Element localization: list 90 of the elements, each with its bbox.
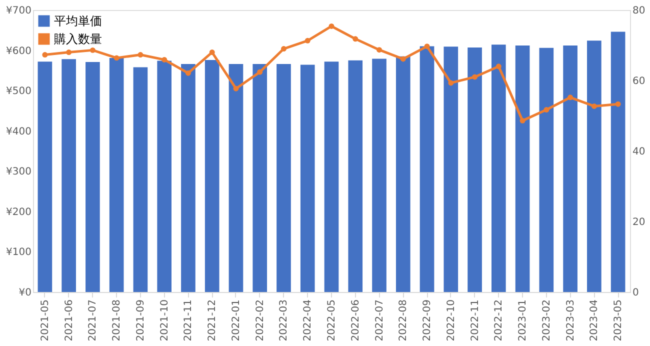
bar	[38, 62, 52, 292]
x-tick-label: 2023-05	[613, 300, 624, 342]
bar	[157, 60, 172, 292]
y-tick-label: ¥400	[6, 126, 32, 138]
x-tick-label: 2021-09	[135, 300, 146, 342]
point	[304, 38, 310, 44]
point	[281, 46, 286, 52]
bar	[610, 32, 626, 292]
y-tick-label: ¥700	[6, 6, 32, 16]
bar	[300, 64, 315, 292]
x-tick-label: 2022-11	[470, 300, 481, 342]
x-tick-label: 2023-02	[541, 300, 552, 342]
point	[162, 56, 168, 62]
point	[42, 52, 48, 58]
point	[472, 74, 478, 80]
x-tick-label: 2023-03	[565, 300, 576, 342]
bar	[62, 59, 76, 292]
point	[233, 86, 239, 92]
bar	[587, 40, 602, 292]
legend-label: 平均単価	[54, 14, 102, 28]
y-tick-label: ¥0	[18, 288, 32, 298]
legend-label: 購入数量	[54, 32, 102, 46]
point	[138, 52, 144, 58]
bar	[468, 47, 482, 292]
bar	[396, 56, 410, 292]
y2-tick-label: 80	[632, 6, 646, 16]
point	[496, 64, 502, 70]
point	[424, 44, 430, 50]
point	[568, 94, 574, 100]
point	[400, 56, 406, 62]
bar	[276, 64, 291, 292]
x-tick-label: 2022-09	[422, 300, 434, 342]
point	[352, 36, 358, 42]
bar	[252, 64, 268, 292]
point	[520, 118, 526, 124]
bar	[133, 67, 148, 292]
point	[328, 23, 334, 29]
point	[257, 69, 263, 75]
x-tick-label: 2021-11	[183, 300, 194, 342]
bar	[563, 45, 578, 292]
bar	[204, 60, 220, 292]
x-tick-label: 2023-04	[589, 300, 600, 342]
x-tick-label: 2021-12	[207, 300, 218, 342]
x-tick-label: 2022-03	[278, 300, 290, 342]
x-tick-label: 2022-02	[254, 300, 266, 342]
y-tick-label: ¥100	[6, 247, 32, 258]
point	[90, 47, 96, 53]
x-tick-label: 2022-12	[494, 300, 505, 342]
bar	[539, 48, 554, 292]
point	[209, 50, 215, 56]
x-tick-label: 2022-01	[230, 300, 242, 342]
bar	[109, 58, 124, 292]
x-tick-label: 2022-04	[302, 300, 314, 342]
bar	[444, 46, 458, 292]
y-tick-label: ¥300	[6, 166, 32, 178]
bar	[348, 60, 363, 292]
point	[591, 104, 597, 109]
y2-tick-label: 60	[632, 76, 646, 87]
bar	[181, 64, 196, 292]
x-tick-label: 2021-06	[64, 300, 75, 342]
x-tick-label: 2021-10	[159, 300, 170, 342]
x-tick-label: 2022-05	[326, 300, 338, 342]
point	[615, 101, 621, 107]
point	[66, 50, 72, 56]
bar	[86, 62, 100, 292]
x-tick-label: 2022-08	[398, 300, 410, 342]
bar	[372, 58, 386, 292]
point	[448, 80, 454, 86]
x-tick-label: 2022-07	[374, 300, 386, 342]
x-tick-label: 2023-01	[518, 300, 529, 342]
y2-tick-label: 20	[632, 217, 646, 228]
y2-tick-label: 0	[632, 288, 639, 298]
x-tick-label: 2022-10	[446, 300, 457, 342]
y2-tick-label: 40	[632, 146, 646, 158]
bar	[420, 46, 434, 292]
x-tick-label: 2022-06	[350, 300, 362, 342]
bar	[228, 64, 244, 292]
point	[185, 70, 191, 76]
y-tick-label: ¥600	[6, 46, 32, 57]
bar	[515, 45, 530, 292]
point	[376, 47, 382, 53]
y-tick-label: ¥500	[6, 86, 32, 98]
y-tick-label: ¥200	[6, 206, 32, 218]
x-tick-label: 2021-08	[112, 300, 123, 342]
x-tick-label: 2021-07	[88, 300, 99, 342]
point	[544, 107, 550, 112]
x-tick-label: 2021-05	[40, 300, 51, 342]
point	[114, 55, 120, 61]
bar	[491, 44, 506, 292]
bar	[324, 62, 339, 292]
